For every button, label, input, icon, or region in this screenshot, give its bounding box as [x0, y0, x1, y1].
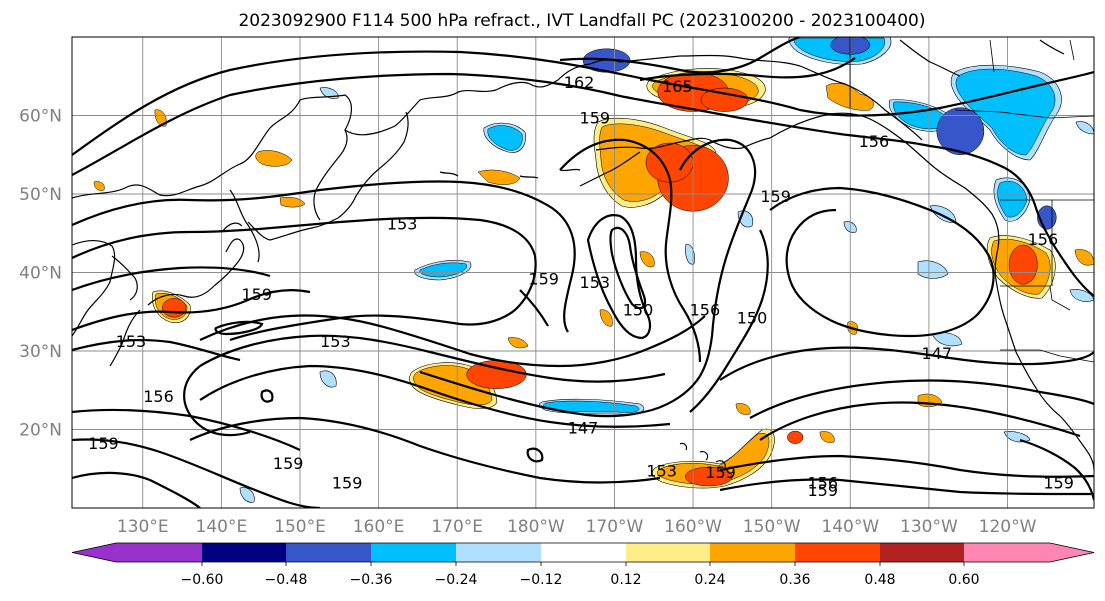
contour-label-3: 156 [859, 132, 890, 151]
contour-label-19: 159 [273, 454, 304, 473]
contour-label-20: 153 [646, 462, 677, 481]
contour-label-8: 153 [580, 273, 611, 292]
contour-label-7: 159 [528, 269, 559, 288]
contour-label-17: 147 [568, 418, 599, 437]
latitude-labels: 60°N 50°N 40°N 30°N 20°N [19, 107, 62, 441]
contour-label-24: 159 [332, 473, 363, 492]
lon-label-8: 150°W [743, 517, 801, 537]
colorbar-block-4 [456, 543, 541, 562]
colorbar-block-3 [371, 543, 456, 562]
contour-label-15: 147 [921, 344, 952, 363]
lat-label-3: 30°N [19, 342, 62, 362]
lon-label-2: 150°E [274, 517, 326, 537]
lat-label-2: 40°N [19, 264, 62, 284]
colorbar: −0.60 −0.48 −0.36 −0.24 −0.12 0.12 0.24 0.36 0.4… [71, 542, 1095, 588]
shading-core-5 [1008, 244, 1038, 285]
colorbar-tick-1: −0.48 [265, 572, 308, 588]
contour-label-11: 150 [737, 309, 768, 328]
contour-label-18: 159 [88, 434, 119, 453]
colorbar-block-2 [286, 543, 371, 562]
shading-core-6 [684, 466, 733, 487]
shading-core-3 [700, 87, 749, 112]
map-title: 2023092900 F114 500 hPa refract., IVT La… [238, 11, 925, 31]
contour-label-2: 159 [580, 108, 611, 127]
colorbar-tick-9: 0.60 [948, 572, 979, 588]
lat-label-4: 20°N [19, 421, 62, 441]
lat-label-1: 50°N [19, 185, 62, 205]
shading-core-4 [466, 360, 527, 389]
longitude-labels: 130°E 140°E 150°E 160°E 170°E 180°W 170°W 160°W… [117, 517, 1037, 537]
contour-label-10: 156 [690, 301, 721, 320]
contour-label-23: 159 [808, 481, 839, 500]
colorbar-block-8 [795, 543, 880, 562]
lon-label-6: 170°W [586, 517, 644, 537]
contour-label-25: 159 [1043, 473, 1074, 492]
lon-label-0: 130°E [117, 517, 169, 537]
contour-label-22: 156 [808, 473, 839, 492]
colorbar-tick-7: 0.36 [779, 572, 810, 588]
colorbar-tick-5: 0.12 [610, 572, 641, 588]
contour-label-5: 153 [387, 214, 418, 233]
colorbar-tick-8: 0.48 [864, 572, 895, 588]
colorbar-block-7 [710, 543, 795, 562]
colorbar-block-10 [964, 543, 1050, 562]
shading-core-11 [936, 107, 985, 155]
colorbar-tick-2: −0.36 [350, 572, 393, 588]
lon-label-1: 140°E [196, 517, 248, 537]
colorbar-tick-4: −0.12 [520, 572, 563, 588]
colorbar-block-1 [202, 543, 286, 562]
colorbar-block-5 [541, 543, 626, 562]
contour-label-16: 156 [143, 387, 174, 406]
lon-label-4: 170°E [431, 517, 483, 537]
lon-label-5: 180°W [507, 517, 565, 537]
colorbar-block-6 [626, 543, 710, 562]
colorbar-tick-0: −0.60 [181, 572, 224, 588]
lon-label-7: 160°W [664, 517, 722, 537]
contour-label-21: 159 [705, 463, 736, 482]
lon-label-3: 160°E [353, 517, 405, 537]
height-contours [72, 37, 1094, 508]
shading-core-8 [787, 430, 804, 444]
lon-label-10: 130°W [900, 517, 958, 537]
contour-label-6: 156 [1028, 230, 1059, 249]
contour-label-14: 153 [320, 332, 351, 351]
contour-label-0: 162 [564, 73, 595, 92]
lon-label-11: 120°W [979, 517, 1037, 537]
contour-label-13: 153 [116, 332, 147, 351]
colorbar-tick-6: 0.24 [694, 572, 725, 588]
colorbar-block-9 [880, 543, 964, 562]
shading-core-7 [162, 298, 187, 318]
lat-label-0: 60°N [19, 107, 62, 127]
contour-label-9: 150 [623, 301, 654, 320]
lon-label-9: 140°W [821, 517, 879, 537]
colorbar-tick-3: −0.24 [435, 572, 478, 588]
colorbar-extend-high [1050, 543, 1094, 562]
contour-label-1: 165 [662, 77, 693, 96]
contour-label-12: 159 [241, 285, 272, 304]
colorbar-block-0 [116, 543, 202, 562]
contour-label-4: 159 [760, 187, 791, 206]
colorbar-extend-low [72, 543, 116, 562]
